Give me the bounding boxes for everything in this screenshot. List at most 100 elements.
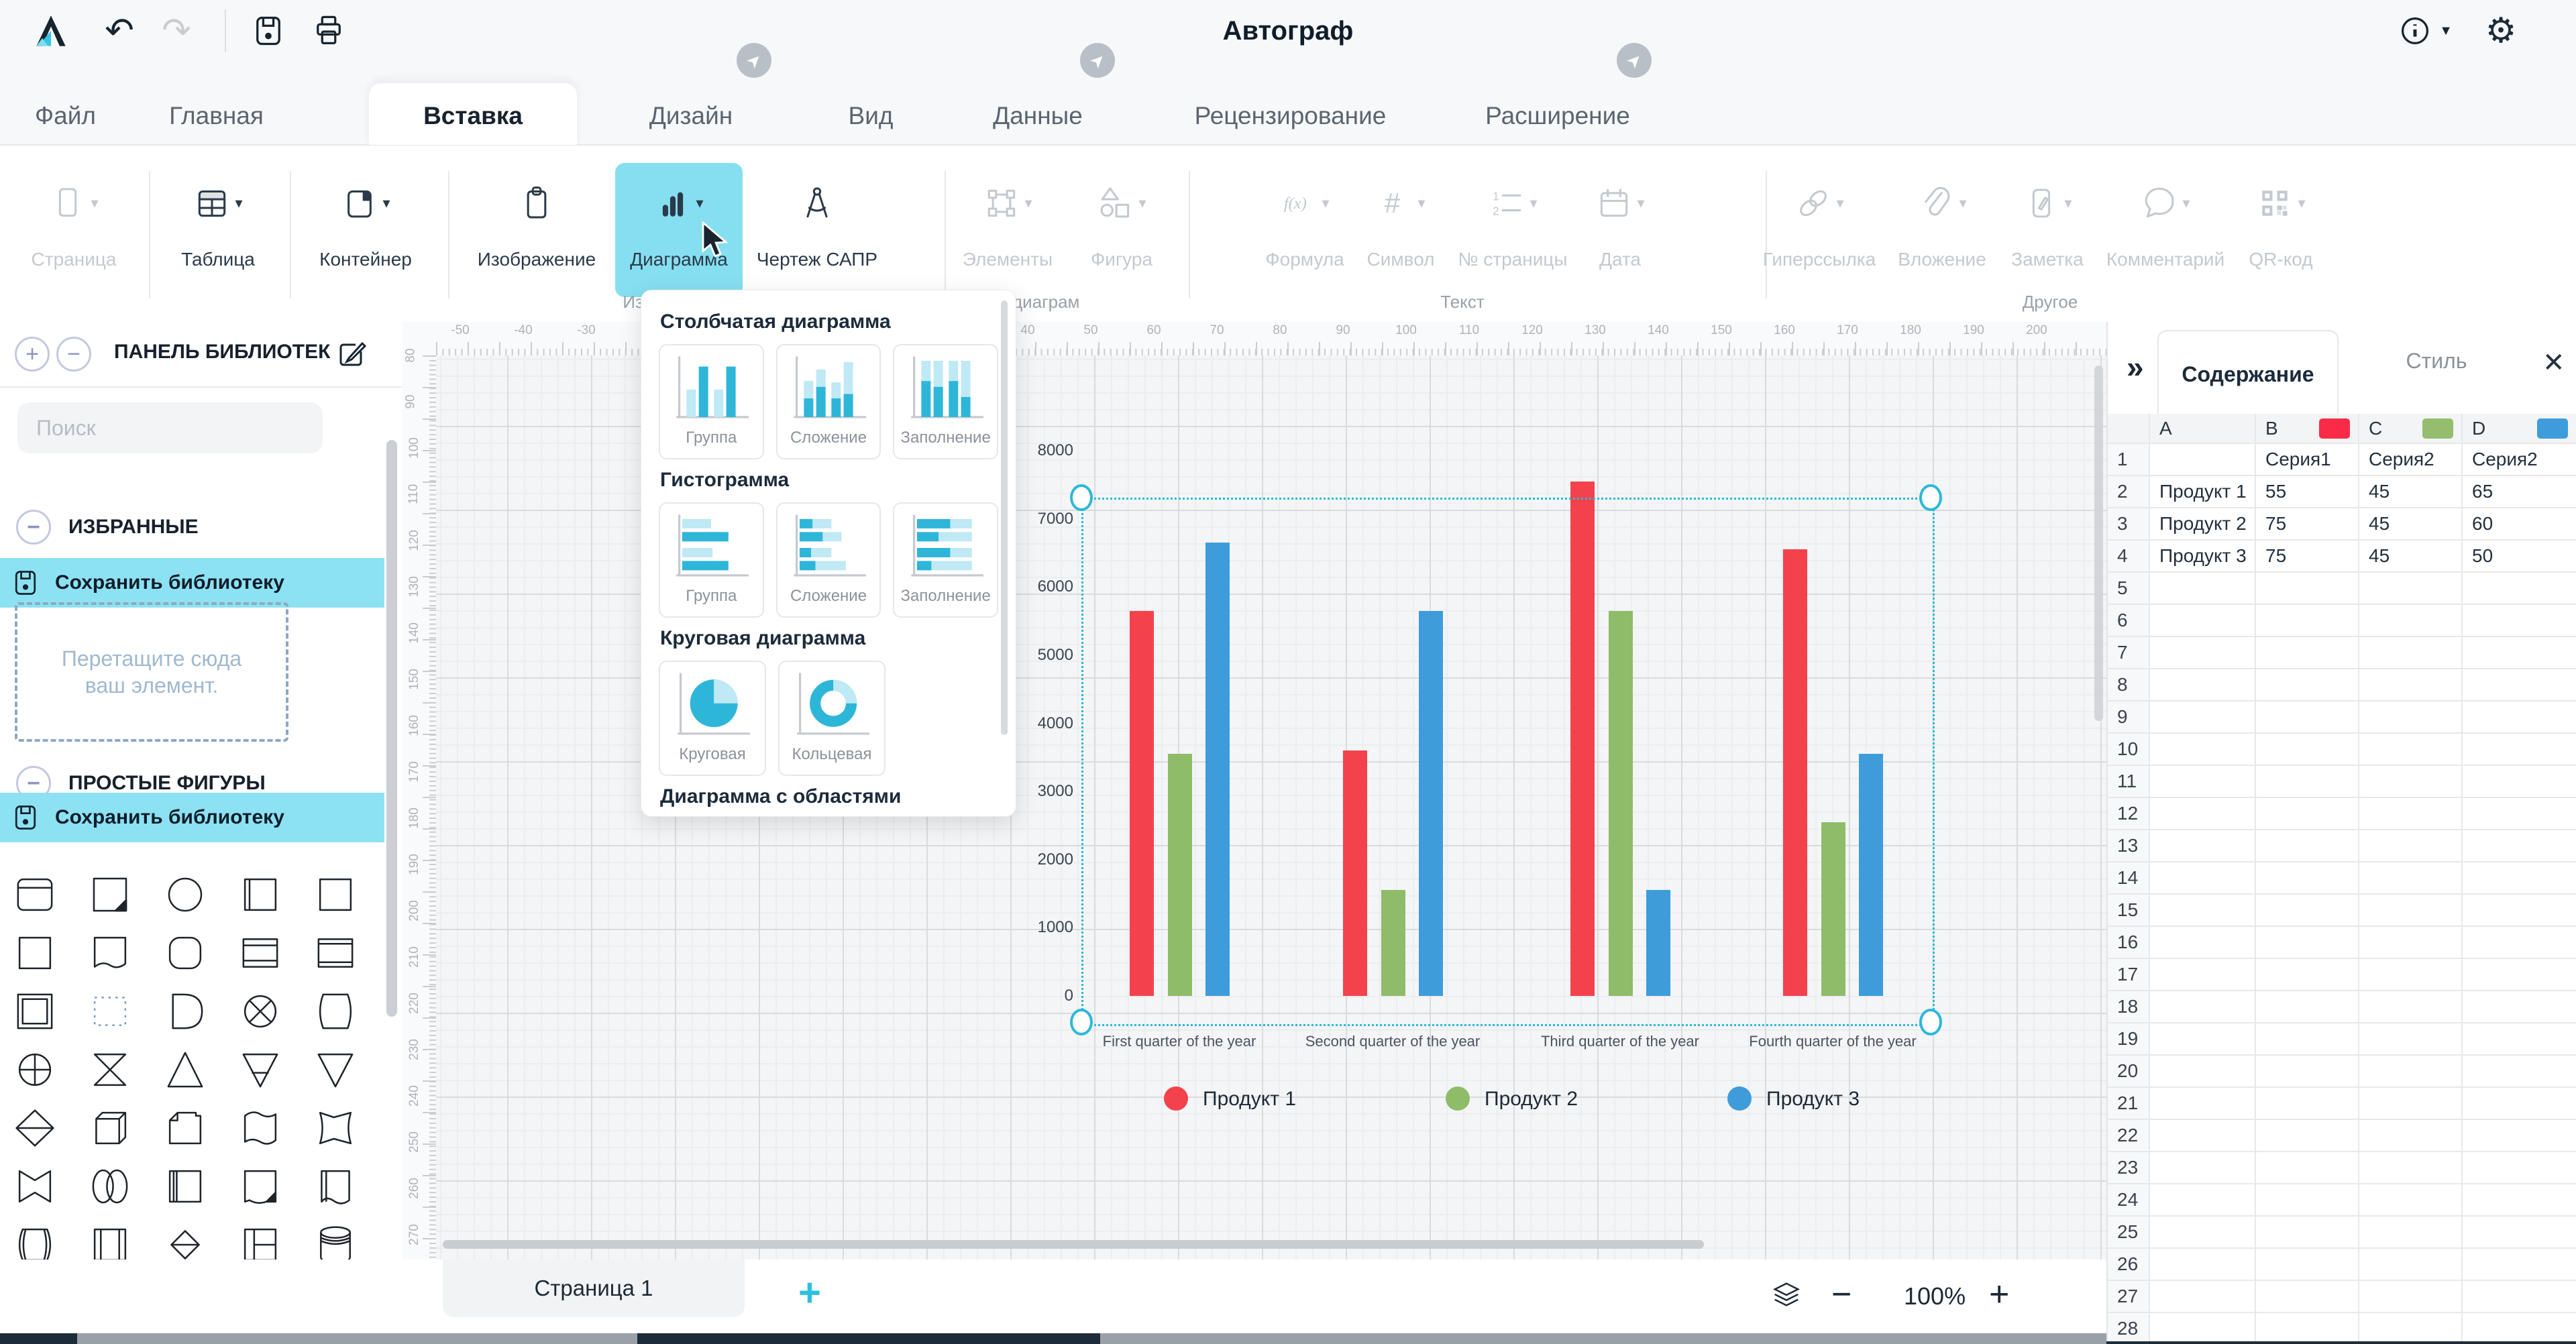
tab-Данные[interactable]: Данные (993, 102, 1083, 129)
sheet-cell[interactable] (2256, 1313, 2359, 1344)
shape-dottedrect[interactable] (89, 990, 131, 1033)
sheet-cell[interactable] (2359, 798, 2463, 830)
selection-handle[interactable] (1070, 1009, 1093, 1035)
chart-selection[interactable] (1081, 498, 1935, 1026)
shape-triangle[interactable] (164, 1048, 207, 1091)
sheet-cell[interactable]: 45 (2359, 508, 2463, 541)
sheet-cell[interactable] (2150, 444, 2256, 476)
sheet-cell[interactable] (2256, 959, 2359, 991)
sheet-cell[interactable] (2463, 798, 2576, 830)
chart-bar[interactable] (1419, 610, 1443, 996)
save-library-button[interactable]: Сохранить библиотеку (0, 558, 384, 608)
sheet-cell[interactable] (2256, 1023, 2359, 1056)
sheet-cell[interactable] (2256, 702, 2359, 734)
sheet-cell[interactable] (2150, 991, 2256, 1023)
column-header-C[interactable]: C (2359, 414, 2463, 444)
sheet-cell[interactable] (2150, 766, 2256, 798)
sheet-cell[interactable]: 75 (2256, 541, 2359, 573)
shape-lobes[interactable] (89, 1165, 131, 1208)
chart-bar[interactable] (1168, 754, 1192, 996)
sheet-cell[interactable] (2359, 895, 2463, 927)
undo-button[interactable]: ↶ (105, 11, 134, 50)
sheet-cell[interactable] (2463, 862, 2576, 895)
tab-Дизайн[interactable]: Дизайн (649, 102, 733, 129)
sheet-cell[interactable] (2256, 605, 2359, 637)
shape-circlecross[interactable] (13, 1048, 56, 1091)
collapse-section-icon[interactable]: − (16, 510, 51, 545)
column-header-A[interactable]: A (2150, 414, 2256, 444)
tab-Рецензирование[interactable]: Рецензирование (1194, 102, 1387, 129)
sheet-cell[interactable] (2463, 766, 2576, 798)
sheet-cell[interactable]: Продукт 2 (2150, 508, 2256, 541)
sheet-cell[interactable] (2256, 573, 2359, 605)
sheet-cell[interactable] (2463, 1120, 2576, 1152)
drawing-canvas[interactable]: 0 1000 2000 3000 4000 5000 6000 7000 8000 First q… (436, 355, 2106, 1259)
shape-box3d[interactable] (89, 1107, 131, 1150)
sheet-cell[interactable] (2359, 927, 2463, 959)
sheet-cell[interactable] (2150, 1120, 2256, 1152)
shape-roundsides[interactable] (13, 1223, 56, 1259)
sheet-cell[interactable] (2463, 605, 2576, 637)
sheet-cell[interactable] (2359, 766, 2463, 798)
tab-content[interactable]: Содержание (2157, 330, 2339, 417)
shape-diamondline[interactable] (13, 1107, 56, 1150)
sheet-cell[interactable] (2150, 1023, 2256, 1056)
chart-type-Группа[interactable]: Группа (659, 344, 764, 459)
chart-type-Заполнение[interactable]: Заполнение (893, 502, 999, 618)
sheet-cell[interactable] (2463, 830, 2576, 862)
chart-bar[interactable] (1343, 750, 1367, 996)
sheet-cell[interactable] (2359, 1313, 2463, 1344)
shape-bowtie[interactable] (13, 1165, 56, 1208)
shape-smalldiamond[interactable] (164, 1223, 207, 1259)
print-button[interactable] (310, 12, 347, 50)
column-header-B[interactable]: B (2256, 414, 2359, 444)
tab-Файл[interactable]: Файл (35, 102, 96, 129)
sheet-cell[interactable] (2150, 1056, 2256, 1088)
shape-cylinder[interactable] (314, 1223, 357, 1259)
sheet-cell[interactable] (2359, 959, 2463, 991)
ribbon-button-Изображение[interactable]: Изображение (473, 163, 600, 297)
sheet-cell[interactable] (2150, 605, 2256, 637)
shape-leftbar[interactable] (239, 873, 282, 916)
collapse-panel-icon[interactable]: » (2127, 349, 2144, 384)
chart-bar[interactable] (1859, 754, 1883, 996)
sheet-cell[interactable] (2150, 1088, 2256, 1120)
sheet-cell[interactable] (2150, 1184, 2256, 1217)
sheet-cell[interactable] (2359, 702, 2463, 734)
sheet-cell[interactable]: Серия2 (2463, 444, 2576, 476)
sheet-cell[interactable] (2359, 573, 2463, 605)
zoom-out-button[interactable]: − (1831, 1275, 1852, 1314)
selection-handle[interactable] (1919, 484, 1942, 511)
add-page-button[interactable]: + (798, 1271, 821, 1314)
sheet-cell[interactable] (2256, 1088, 2359, 1120)
favorites-section-header[interactable]: − ИЗБРАННЫЕ (16, 510, 199, 545)
sheet-cell[interactable] (2256, 766, 2359, 798)
collapse-all-icon[interactable]: − (56, 337, 91, 372)
sheet-cell[interactable]: 45 (2359, 476, 2463, 508)
settings-gear-icon[interactable]: ⚙ (2485, 11, 2517, 50)
sheet-cell[interactable] (2150, 1152, 2256, 1184)
ribbon-button-Комментарий[interactable]: ▾ Комментарий (2102, 163, 2229, 297)
shape-folded[interactable] (89, 873, 131, 916)
ribbon-button-Диаграмма[interactable]: ▾ Диаграмма (615, 163, 743, 297)
tab-Вставка[interactable]: Вставка (423, 102, 523, 129)
chart-type-Сложение[interactable]: Сложение (775, 344, 881, 459)
shape-vlines[interactable] (89, 1223, 131, 1259)
sheet-cell[interactable] (2256, 734, 2359, 766)
shapes-section-header[interactable]: − ПРОСТЫЕ ФИГУРЫ (16, 766, 266, 801)
shape-trect[interactable] (239, 1223, 282, 1259)
sheet-cell[interactable] (2463, 1249, 2576, 1281)
chart-type-Сложение[interactable]: Сложение (775, 502, 881, 618)
ribbon-button-Страница[interactable]: ▾ Страница (10, 163, 138, 297)
shape-note[interactable] (13, 873, 56, 916)
sheet-cell[interactable] (2463, 991, 2576, 1023)
ribbon-button-Контейнер[interactable]: ▾ Контейнер (302, 163, 429, 297)
save-library-button[interactable]: Сохранить библиотеку (0, 793, 384, 842)
shape-hlines[interactable] (239, 932, 282, 974)
chart-bar[interactable] (1609, 610, 1633, 996)
sidebar-scrollbar[interactable] (386, 440, 397, 1017)
sheet-cell[interactable] (2256, 637, 2359, 669)
sheet-cell[interactable] (2150, 1281, 2256, 1313)
layers-icon[interactable] (1771, 1280, 1802, 1314)
sheet-cell[interactable] (2150, 798, 2256, 830)
